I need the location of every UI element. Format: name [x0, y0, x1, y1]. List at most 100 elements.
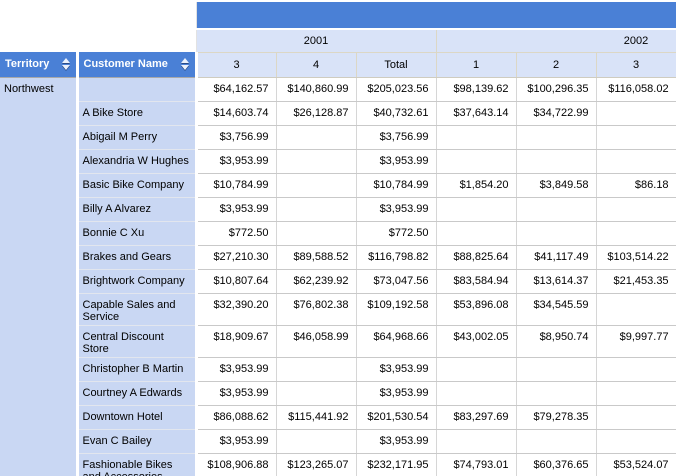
- value-cell: $123,265.07: [276, 453, 357, 476]
- table-row: Abigail M Perry $3,756.99 $3,756.99: [0, 125, 676, 150]
- value-cell: $100,296.35: [516, 77, 597, 102]
- matrix-top-band: [195, 2, 676, 30]
- sort-up-arrow-icon: [180, 58, 189, 64]
- value-cell: $116,798.82: [356, 245, 437, 270]
- column-header-row: Territory Customer Name 3 4 Total 1 2 3: [0, 52, 676, 78]
- table-row: Brightwork Company $10,807.64 $62,239.92 $7…: [0, 269, 676, 294]
- value-cell: $83,297.69: [436, 405, 517, 430]
- value-cell: $98,139.62: [436, 77, 517, 102]
- value-cell: [596, 381, 676, 406]
- value-cell: $772.50: [196, 221, 277, 246]
- year-group-2002: 2002: [435, 29, 676, 53]
- value-cell: $3,953.99: [356, 381, 437, 406]
- value-cell: [516, 125, 597, 150]
- value-cell: $3,953.99: [356, 197, 437, 222]
- value-cell: $3,756.99: [196, 125, 277, 150]
- value-cell: [596, 197, 676, 222]
- value-cell: $3,953.99: [196, 429, 277, 454]
- value-cell: $205,023.56: [356, 77, 437, 102]
- value-cell: [436, 429, 517, 454]
- value-cell: [276, 381, 357, 406]
- value-cell: $1,854.20: [436, 173, 517, 198]
- value-cell: $3,849.58: [516, 173, 597, 198]
- customer-cell: Billy A Alvarez: [77, 197, 198, 222]
- quarter-header-2001-total: Total: [356, 52, 437, 78]
- value-cell: [516, 149, 597, 174]
- value-cell: $3,953.99: [356, 357, 437, 382]
- table-row: Fashionable Bikes and Accessories$108,90…: [0, 453, 676, 476]
- value-cell: $46,058.99: [276, 325, 357, 358]
- column-header-territory: Territory: [0, 52, 79, 78]
- sort-icon[interactable]: [180, 57, 190, 71]
- value-cell: [596, 293, 676, 326]
- value-cell: $37,643.14: [436, 101, 517, 126]
- value-cell: $772.50: [356, 221, 437, 246]
- value-cell: $108,906.88: [196, 453, 277, 476]
- territory-cell: Northwest: [0, 77, 79, 476]
- column-header-customer-name: Customer Name: [77, 52, 198, 78]
- value-cell: [516, 381, 597, 406]
- value-cell: [276, 149, 357, 174]
- table-row: Alexandria W Hughes $3,953.99 $3,953.99: [0, 149, 676, 174]
- customer-cell: Brightwork Company: [77, 269, 198, 294]
- customer-cell: Courtney A Edwards: [77, 381, 198, 406]
- customer-cell: Abigail M Perry: [77, 125, 198, 150]
- value-cell: [596, 429, 676, 454]
- value-cell: [436, 149, 517, 174]
- value-cell: $103,514.22: [596, 245, 676, 270]
- value-cell: [596, 125, 676, 150]
- territory-header-label: Territory: [5, 58, 50, 71]
- table-row: Capable Sales and Service $32,390.20 $76,8…: [0, 293, 676, 326]
- value-cell: $34,722.99: [516, 101, 597, 126]
- customer-cell: Alexandria W Hughes: [77, 149, 198, 174]
- value-cell: $27,210.30: [196, 245, 277, 270]
- sort-icon[interactable]: [61, 57, 71, 71]
- value-cell: $201,530.54: [356, 405, 437, 430]
- table-row: Courtney A Edwards $3,953.99 $3,953.99: [0, 381, 676, 406]
- customer-name-header-label: Customer Name: [83, 58, 168, 71]
- value-cell: $74,793.01: [436, 453, 517, 476]
- value-cell: $86,088.62: [196, 405, 277, 430]
- value-cell: [516, 429, 597, 454]
- value-cell: [276, 221, 357, 246]
- value-cell: $116,058.02: [596, 77, 676, 102]
- value-cell: $64,968.66: [356, 325, 437, 358]
- value-cell: $62,239.92: [276, 269, 357, 294]
- value-cell: $86.18: [596, 173, 676, 198]
- value-cell: $14,603.74: [196, 101, 277, 126]
- table-row: Basic Bike Company $10,784.99 $10,784.99 $1…: [0, 173, 676, 198]
- value-cell: $83,584.94: [436, 269, 517, 294]
- value-cell: [596, 221, 676, 246]
- value-cell: $13,614.37: [516, 269, 597, 294]
- value-cell: [436, 357, 517, 382]
- customer-cell: Fashionable Bikes and Accessories: [77, 453, 198, 476]
- value-cell: $10,807.64: [196, 269, 277, 294]
- value-cell: $3,953.99: [196, 197, 277, 222]
- table-row: Bonnie C Xu $772.50 $772.50: [0, 221, 676, 246]
- customer-cell: Capable Sales and Service: [77, 293, 198, 326]
- quarter-header-2001-q4: 4: [276, 52, 357, 78]
- sort-down-arrow-icon: [180, 65, 189, 71]
- table-row: Christopher B Martin $3,953.99 $3,953.99: [0, 357, 676, 382]
- value-cell: [276, 125, 357, 150]
- table-row: Evan C Bailey $3,953.99 $3,953.99: [0, 429, 676, 454]
- value-cell: $3,953.99: [196, 357, 277, 382]
- value-cell: $41,117.49: [516, 245, 597, 270]
- value-cell: $40,732.61: [356, 101, 437, 126]
- value-cell: [516, 197, 597, 222]
- table-row: Downtown Hotel $86,088.62 $115,441.92 $201,…: [0, 405, 676, 430]
- value-cell: $109,192.58: [356, 293, 437, 326]
- customer-cell: Central Discount Store: [77, 325, 198, 358]
- value-cell: $26,128.87: [276, 101, 357, 126]
- quarter-header-2002-q3: 3: [596, 52, 676, 78]
- value-cell: $21,453.35: [596, 269, 676, 294]
- value-cell: [276, 197, 357, 222]
- corner-blank: [0, 2, 196, 29]
- value-cell: [516, 357, 597, 382]
- customer-cell: Downtown Hotel: [77, 405, 198, 430]
- sort-up-arrow-icon: [61, 58, 70, 64]
- quarter-header-2002-q1: 1: [436, 52, 517, 78]
- value-cell: $79,278.35: [516, 405, 597, 430]
